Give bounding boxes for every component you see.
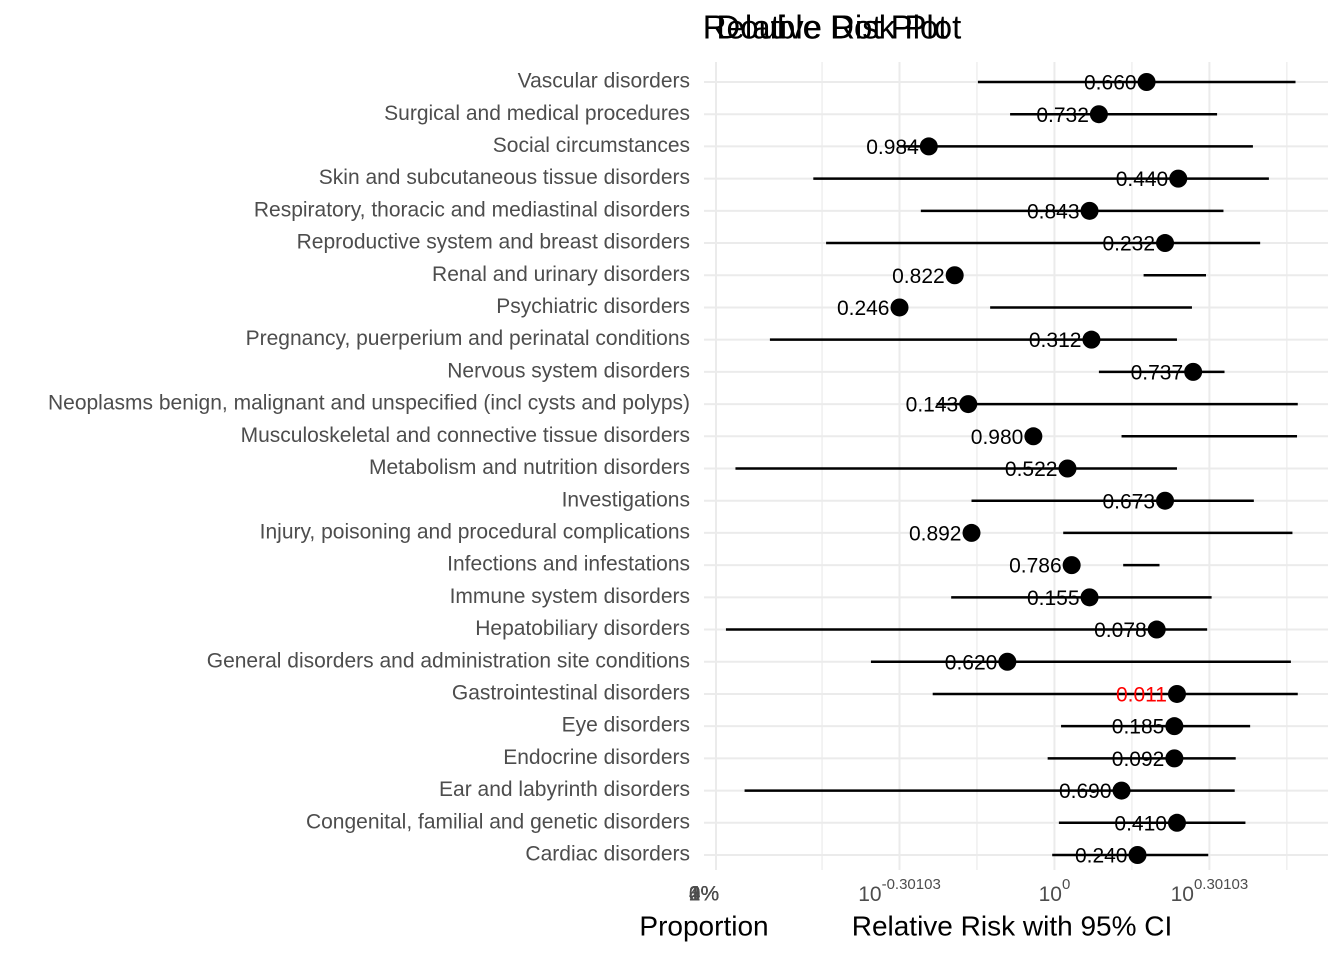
y-tick-label: Ear and labyrinth disorders [439, 778, 690, 801]
chart-title: Relative Risk Plot [703, 9, 962, 46]
p-value-label: 0.410 [1114, 812, 1167, 835]
p-value-label: 0.522 [1005, 458, 1058, 481]
y-tick-label: Pregnancy, puerperium and perinatal cond… [246, 327, 690, 350]
p-value-label: 0.440 [1116, 168, 1169, 191]
point [1184, 362, 1203, 381]
p-value-label: 0.092 [1112, 748, 1165, 771]
point [1167, 813, 1186, 832]
y-tick-label: Hepatobiliary disorders [475, 617, 690, 640]
x-tick-label: 10-0.30103 [858, 876, 941, 906]
y-tick-label: Endocrine disorders [503, 746, 690, 769]
y-tick-label: Neoplasms benign, malignant and unspecif… [48, 392, 690, 415]
point [1058, 459, 1077, 478]
p-value-label: 0.786 [1009, 555, 1062, 578]
tick-base: 10 [1039, 883, 1062, 906]
p-value-label: 0.737 [1131, 361, 1184, 384]
p-value-label: 0.185 [1112, 716, 1165, 739]
y-tick-label: Immune system disorders [450, 585, 690, 608]
p-value-label: 0.011 [1116, 684, 1167, 707]
p-value-label: 0.155 [1027, 587, 1080, 610]
tick-exponent: -0.30103 [882, 876, 941, 893]
point [1156, 491, 1175, 510]
y-tick-label: Respiratory, thoracic and mediastinal di… [254, 198, 690, 221]
p-value-label: 0.143 [906, 394, 959, 417]
point [919, 137, 938, 156]
y-tick-label: Metabolism and nutrition disorders [369, 456, 690, 479]
y-tick-label: Investigations [562, 488, 690, 511]
proportion-tick-label: 0% [689, 883, 719, 906]
point [1080, 201, 1099, 220]
x-axis-title: Proportion [639, 910, 768, 941]
point [1165, 717, 1184, 736]
proportion-tick-label: 3% [689, 883, 719, 906]
tick-exponent: 0.30103 [1194, 876, 1248, 893]
point [1089, 105, 1108, 124]
p-value-label: 0.246 [837, 297, 890, 320]
point [1167, 684, 1186, 703]
p-value-label: 0.892 [909, 522, 962, 545]
point [959, 395, 978, 414]
proportion-tick-label: 1% [689, 883, 719, 906]
p-value-label: 0.240 [1075, 845, 1128, 868]
y-tick-label: Social circumstances [493, 134, 690, 157]
y-tick-label: Nervous system disorders [447, 359, 690, 382]
y-tick-label: General disorders and administration sit… [207, 649, 690, 672]
point [1169, 169, 1188, 188]
x-tick-label: 100.30103 [1171, 876, 1249, 906]
point [890, 298, 909, 317]
point [962, 523, 981, 542]
point [1062, 556, 1081, 575]
tick-exponent: 0 [1062, 876, 1070, 893]
y-tick-label: Injury, poisoning and procedural complic… [260, 520, 690, 543]
proportion-tick-label: 2% [689, 883, 719, 906]
point [1156, 234, 1175, 253]
chart-title: Double Dot Plot [716, 9, 947, 46]
y-tick-label: Congenital, familial and genetic disorde… [306, 810, 690, 833]
p-value-label: 0.620 [945, 651, 998, 674]
y-tick-label: Cardiac disorders [525, 843, 690, 866]
p-value-label: 0.843 [1027, 200, 1080, 223]
p-value-label: 0.822 [892, 265, 945, 288]
y-tick-label: Musculoskeletal and connective tissue di… [241, 424, 690, 447]
p-value-label: 0.732 [1036, 104, 1089, 127]
point [1082, 330, 1101, 349]
point [1128, 846, 1147, 864]
p-value-label: 0.980 [971, 426, 1024, 449]
proportion-tick-label: 4% [689, 883, 719, 906]
y-tick-label: Psychiatric disorders [496, 295, 690, 318]
y-tick-label: Vascular disorders [518, 70, 690, 93]
x-axis-title: Relative Risk with 95% CI [852, 910, 1173, 941]
y-tick-label: Renal and urinary disorders [432, 263, 690, 286]
y-tick-label: Surgical and medical procedures [384, 102, 690, 125]
point [1165, 749, 1184, 768]
point [1112, 781, 1131, 800]
y-tick-label: Reproductive system and breast disorders [297, 231, 690, 254]
y-tick-label: Gastrointestinal disorders [452, 682, 690, 705]
point [945, 266, 964, 285]
y-tick-label: Skin and subcutaneous tissue disorders [319, 166, 690, 189]
p-value-label: 0.078 [1094, 619, 1147, 642]
p-value-label: 0.660 [1084, 72, 1137, 95]
point [1080, 588, 1099, 607]
p-value-label: 0.984 [866, 136, 919, 159]
point [998, 652, 1017, 671]
point [1147, 620, 1166, 639]
point [1024, 427, 1043, 446]
p-value-label: 0.690 [1059, 780, 1112, 803]
x-tick-label: 100 [1039, 876, 1071, 906]
tick-base: 10 [1171, 883, 1194, 906]
tick-base: 10 [858, 883, 881, 906]
y-tick-label: Eye disorders [562, 714, 690, 737]
p-value-label: 0.312 [1029, 329, 1082, 352]
p-value-label: 0.232 [1102, 233, 1155, 256]
point [1137, 73, 1156, 91]
p-value-label: 0.673 [1102, 490, 1155, 513]
y-tick-label: Infections and infestations [447, 553, 690, 576]
